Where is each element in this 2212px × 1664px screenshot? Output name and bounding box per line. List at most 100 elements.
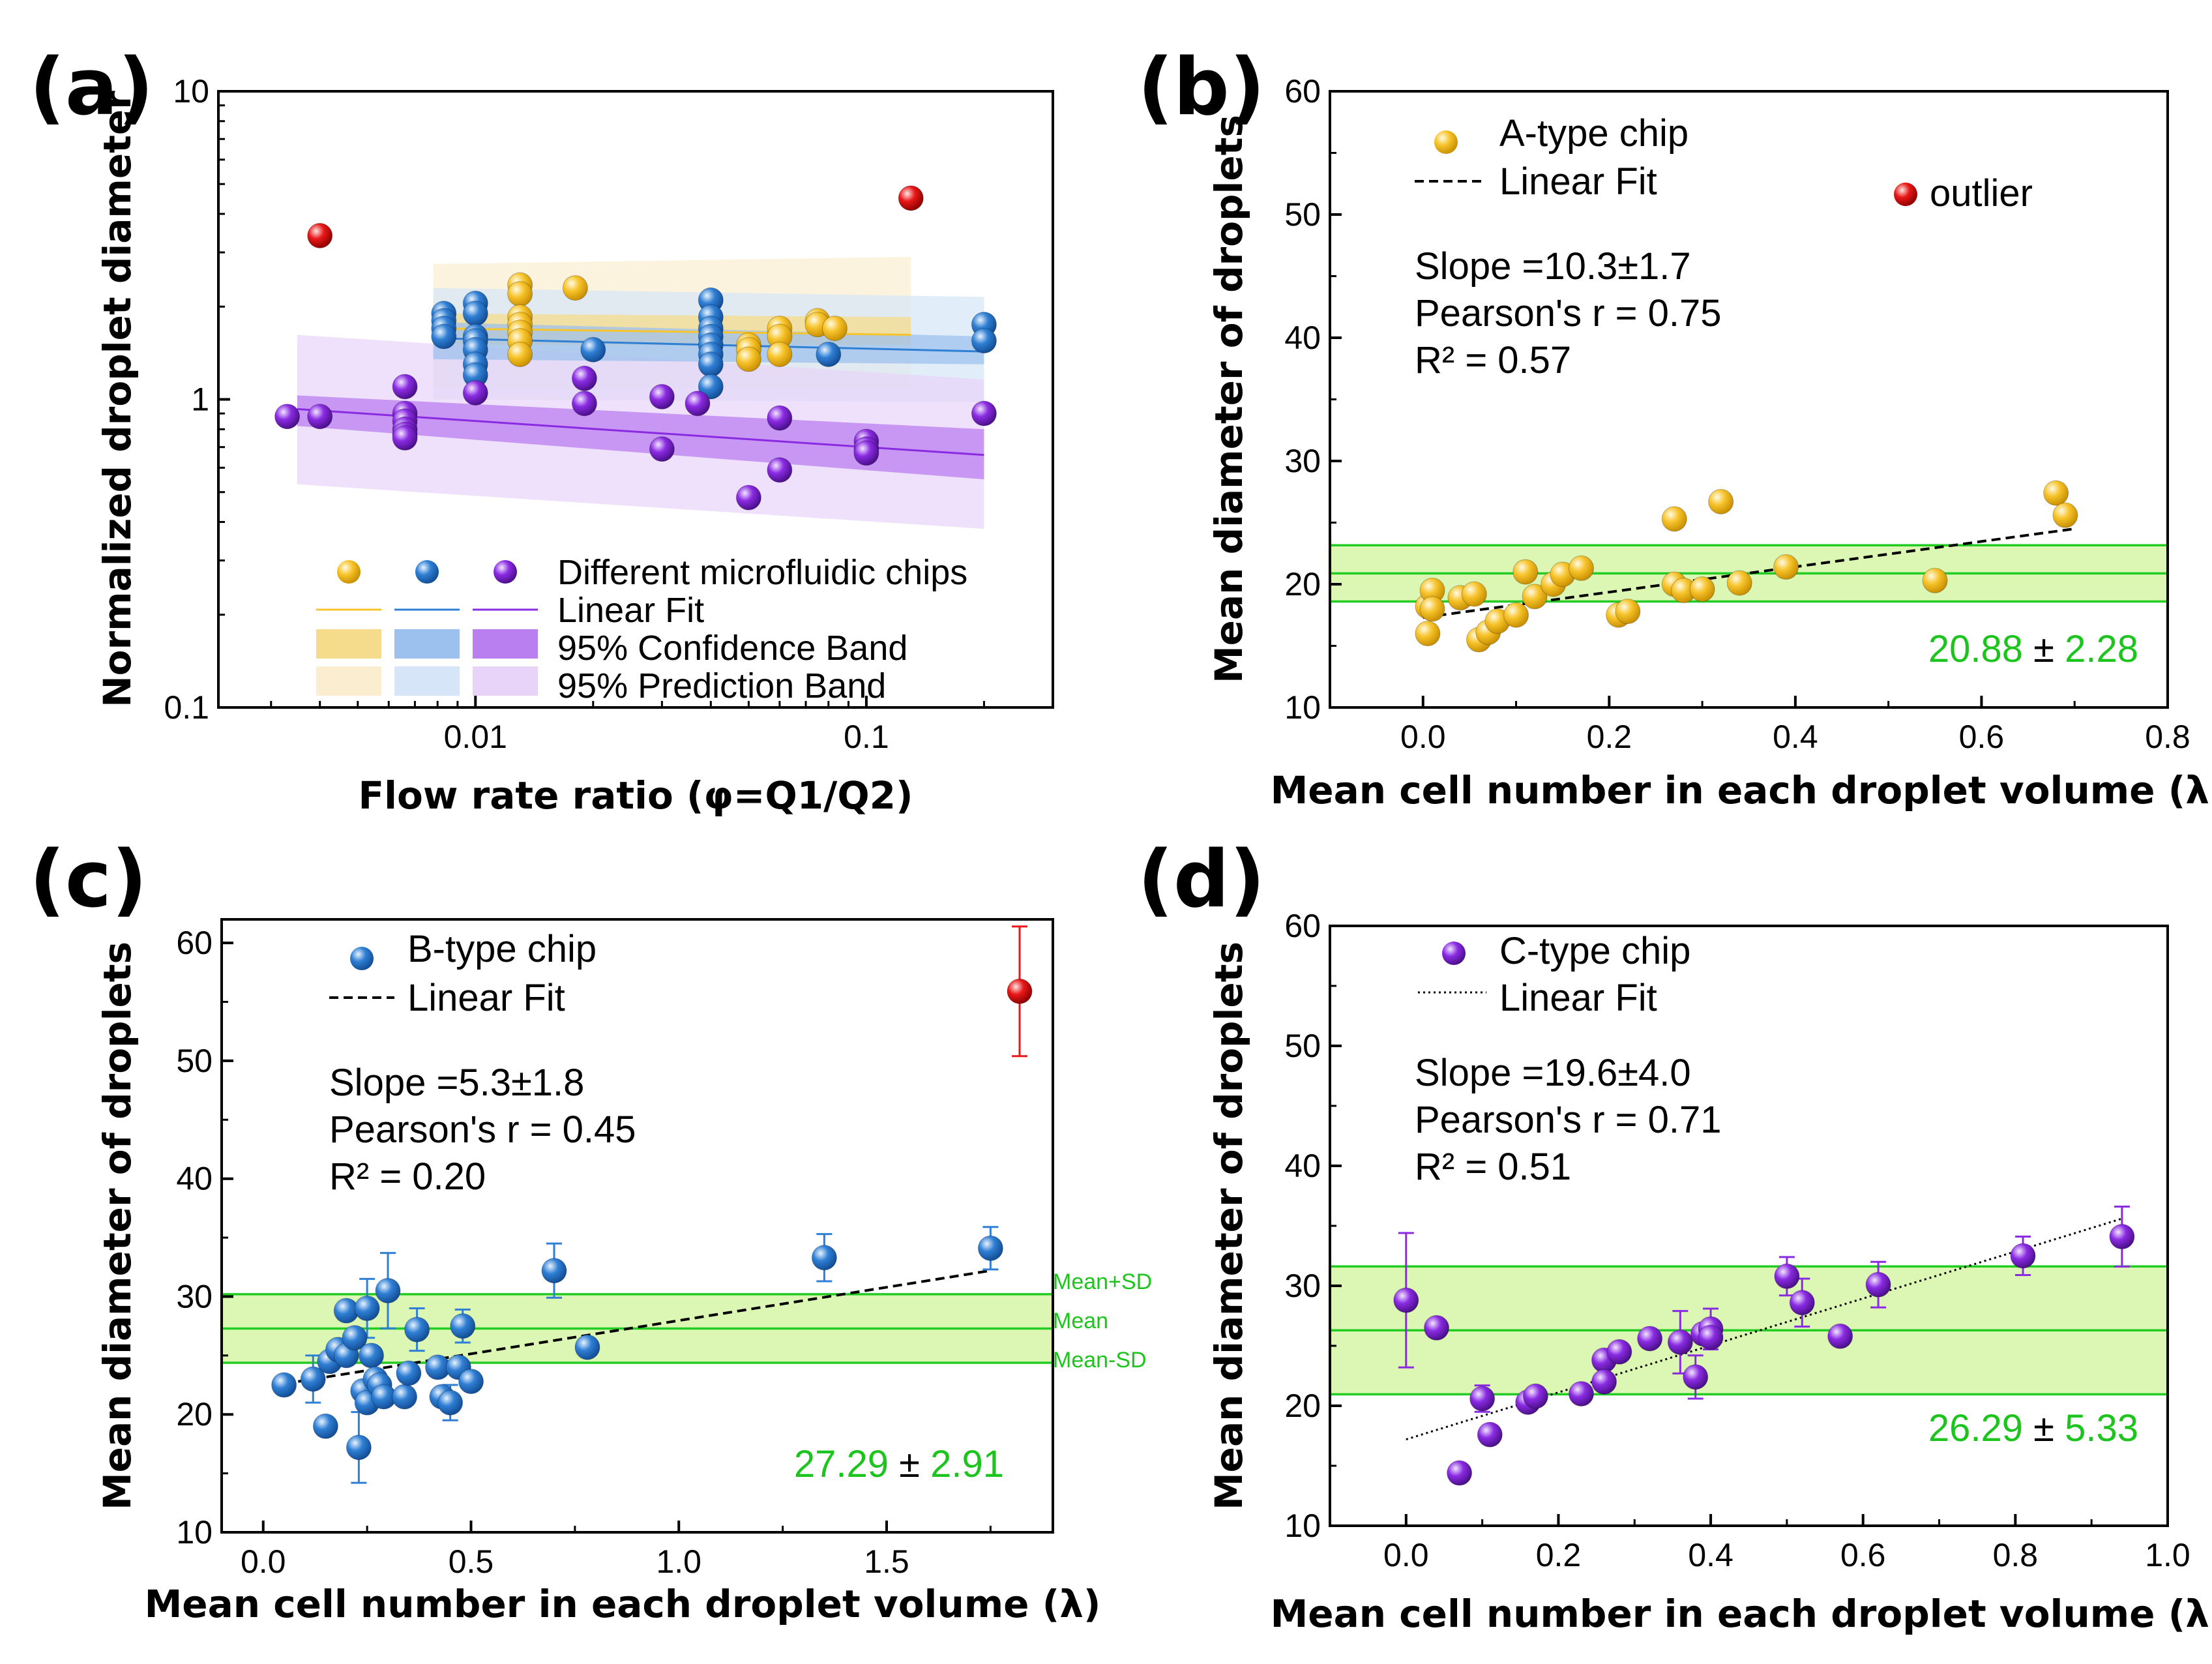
data-point	[404, 1316, 430, 1343]
data-point	[1661, 506, 1687, 532]
y-tick-label: 10	[1284, 1508, 1321, 1544]
panel-b-outlier-label: outlier	[1930, 172, 2033, 215]
data-point	[1393, 1287, 1419, 1313]
panel-c-band-lower-label: Mean-SD	[1053, 1348, 1147, 1373]
data-point	[541, 1258, 567, 1284]
panel-c-band-upper-label: Mean+SD	[1053, 1270, 1152, 1294]
data-point	[2109, 1224, 2135, 1250]
data-point	[1424, 1315, 1450, 1341]
data-point	[977, 1235, 1003, 1261]
panel-b-r2: R² = 0.57	[1415, 339, 1571, 381]
data-point	[1512, 559, 1539, 585]
data-point	[458, 1369, 484, 1395]
y-tick-label: 10	[173, 73, 209, 110]
y-tick-label: 30	[1284, 1268, 1321, 1304]
panel-d: (d) 0.0 0.2 0.4 0.6 0.8 1.0 10 20 30 40 50 60 Mean …	[1138, 835, 2212, 1636]
y-tick-label: 40	[176, 1161, 213, 1197]
purple-confidence-band	[297, 395, 984, 480]
panel-d-label: (d)	[1138, 835, 1265, 925]
panel-d-mean-sd: 26.29 ± 5.33	[1928, 1407, 2138, 1449]
panel-c: (c) 0.0 0.5 1.0 1.5 10 20 30 40 50 60 Mean cell n…	[29, 835, 1152, 1626]
x-tick-label: 0.6	[1840, 1537, 1886, 1573]
data-point	[1667, 1329, 1693, 1355]
purple-data-point	[571, 365, 597, 391]
panel-c-axes-frame	[220, 918, 1054, 1534]
x-tick-label: 0.2	[1587, 719, 1632, 755]
purple-data-point	[307, 404, 333, 430]
y-tick-label: 20	[176, 1396, 213, 1433]
panel-a: (a) 0.01 0.1 0.1 1 10 Flow rate ratio (φ=Q1/…	[29, 42, 1054, 818]
data-point	[2043, 480, 2069, 506]
data-point	[811, 1245, 837, 1271]
purple-data-point	[649, 383, 675, 409]
panel-b-mean-value: 20.88	[1928, 628, 2023, 670]
legend-yellow-marker-icon	[337, 560, 361, 584]
blue-data-point	[698, 351, 724, 378]
panel-d-sd-value: 5.33	[2065, 1407, 2138, 1449]
purple-data-point	[767, 405, 793, 431]
purple-data-point	[392, 425, 418, 451]
outlier-data-point	[307, 222, 333, 248]
legend-blue-ci-swatch	[394, 629, 460, 659]
panel-d-slope: Slope =19.6±4.0	[1415, 1052, 1691, 1094]
panel-b-series-label: A-type chip	[1499, 112, 1688, 155]
y-tick-label: 60	[1284, 73, 1321, 110]
panel-d-ylabel: Mean diameter of droplets	[1207, 942, 1251, 1510]
panel-d-ticks: 0.0 0.2 0.4 0.6 0.8 1.0 10 20 30 40 50 60	[1284, 908, 2190, 1573]
blue-data-point	[580, 336, 606, 363]
purple-data-point	[853, 440, 879, 466]
data-point	[271, 1372, 297, 1398]
y-tick-label: 0.1	[164, 689, 209, 726]
x-tick-label: 0.4	[1773, 719, 1818, 755]
y-tick-label: 50	[1284, 196, 1321, 233]
panel-b-points	[1415, 480, 2078, 653]
panel-c-slope: Slope =5.3±1.8	[329, 1062, 584, 1104]
panel-c-plot-bg	[222, 919, 1053, 1532]
panel-c-r2: R² = 0.20	[329, 1155, 486, 1198]
data-point	[359, 1343, 384, 1369]
panel-b: (b) 0.0 0.2 0.4 0.6 0.8 10 20 30 40 50 60 Mean cel…	[1138, 42, 2212, 812]
x-tick-label: 0.0	[1383, 1537, 1429, 1573]
x-tick-label: 0.0	[241, 1543, 286, 1580]
y-tick-label: 20	[1284, 566, 1321, 602]
data-point	[1522, 584, 1548, 610]
data-point	[1447, 1460, 1473, 1486]
panel-b-xlabel: Mean cell number in each droplet volume …	[1271, 768, 2212, 812]
data-point	[574, 1334, 600, 1360]
data-point	[1827, 1323, 1853, 1349]
data-point	[1569, 555, 1594, 581]
panel-d-pearson: Pearson's r = 0.71	[1415, 1099, 1722, 1141]
panel-b-label: (b)	[1138, 42, 1265, 133]
purple-data-point	[685, 391, 711, 417]
panel-d-mean-band	[1330, 1265, 2168, 1396]
x-tick-label: 0.8	[1993, 1537, 2039, 1573]
panel-d-pm-sign: ±	[2033, 1407, 2054, 1449]
panel-b-slope: Slope =10.3±1.7	[1415, 245, 1691, 288]
data-point	[1865, 1271, 1891, 1298]
y-tick-label: 50	[1284, 1028, 1321, 1064]
panel-c-label: (c)	[29, 835, 147, 925]
panel-b-outlier-marker-icon	[1894, 183, 1917, 206]
legend-purple-pi-swatch	[473, 666, 538, 696]
panel-c-ylabel: Mean diameter of droplets	[95, 942, 140, 1510]
blue-data-point	[816, 341, 842, 367]
panel-b-fit-label: Linear Fit	[1499, 160, 1657, 203]
y-tick-label: 60	[176, 925, 213, 961]
purple-data-point	[274, 404, 301, 430]
panel-c-mean-value: 27.29	[794, 1443, 889, 1485]
panel-d-series-label: C-type chip	[1499, 930, 1690, 972]
panel-a-ylabel: Normalized droplet diameter	[95, 91, 140, 707]
purple-data-point	[462, 379, 488, 406]
data-point	[1615, 599, 1641, 625]
panel-a-xlabel: Flow rate ratio (φ=Q1/Q2)	[359, 773, 913, 818]
blue-data-point	[431, 323, 457, 349]
y-tick-label: 50	[176, 1043, 213, 1079]
panel-d-axes-frame	[1329, 925, 2169, 1527]
yellow-data-point	[507, 341, 533, 367]
panel-c-legend-marker-icon	[350, 947, 374, 970]
panel-b-ylabel: Mean diameter of droplets	[1207, 115, 1251, 683]
legend-chips-label: Different microfluidic chips	[557, 553, 967, 592]
panel-d-legend-marker-icon	[1442, 942, 1466, 965]
data-point	[1774, 1263, 1800, 1289]
